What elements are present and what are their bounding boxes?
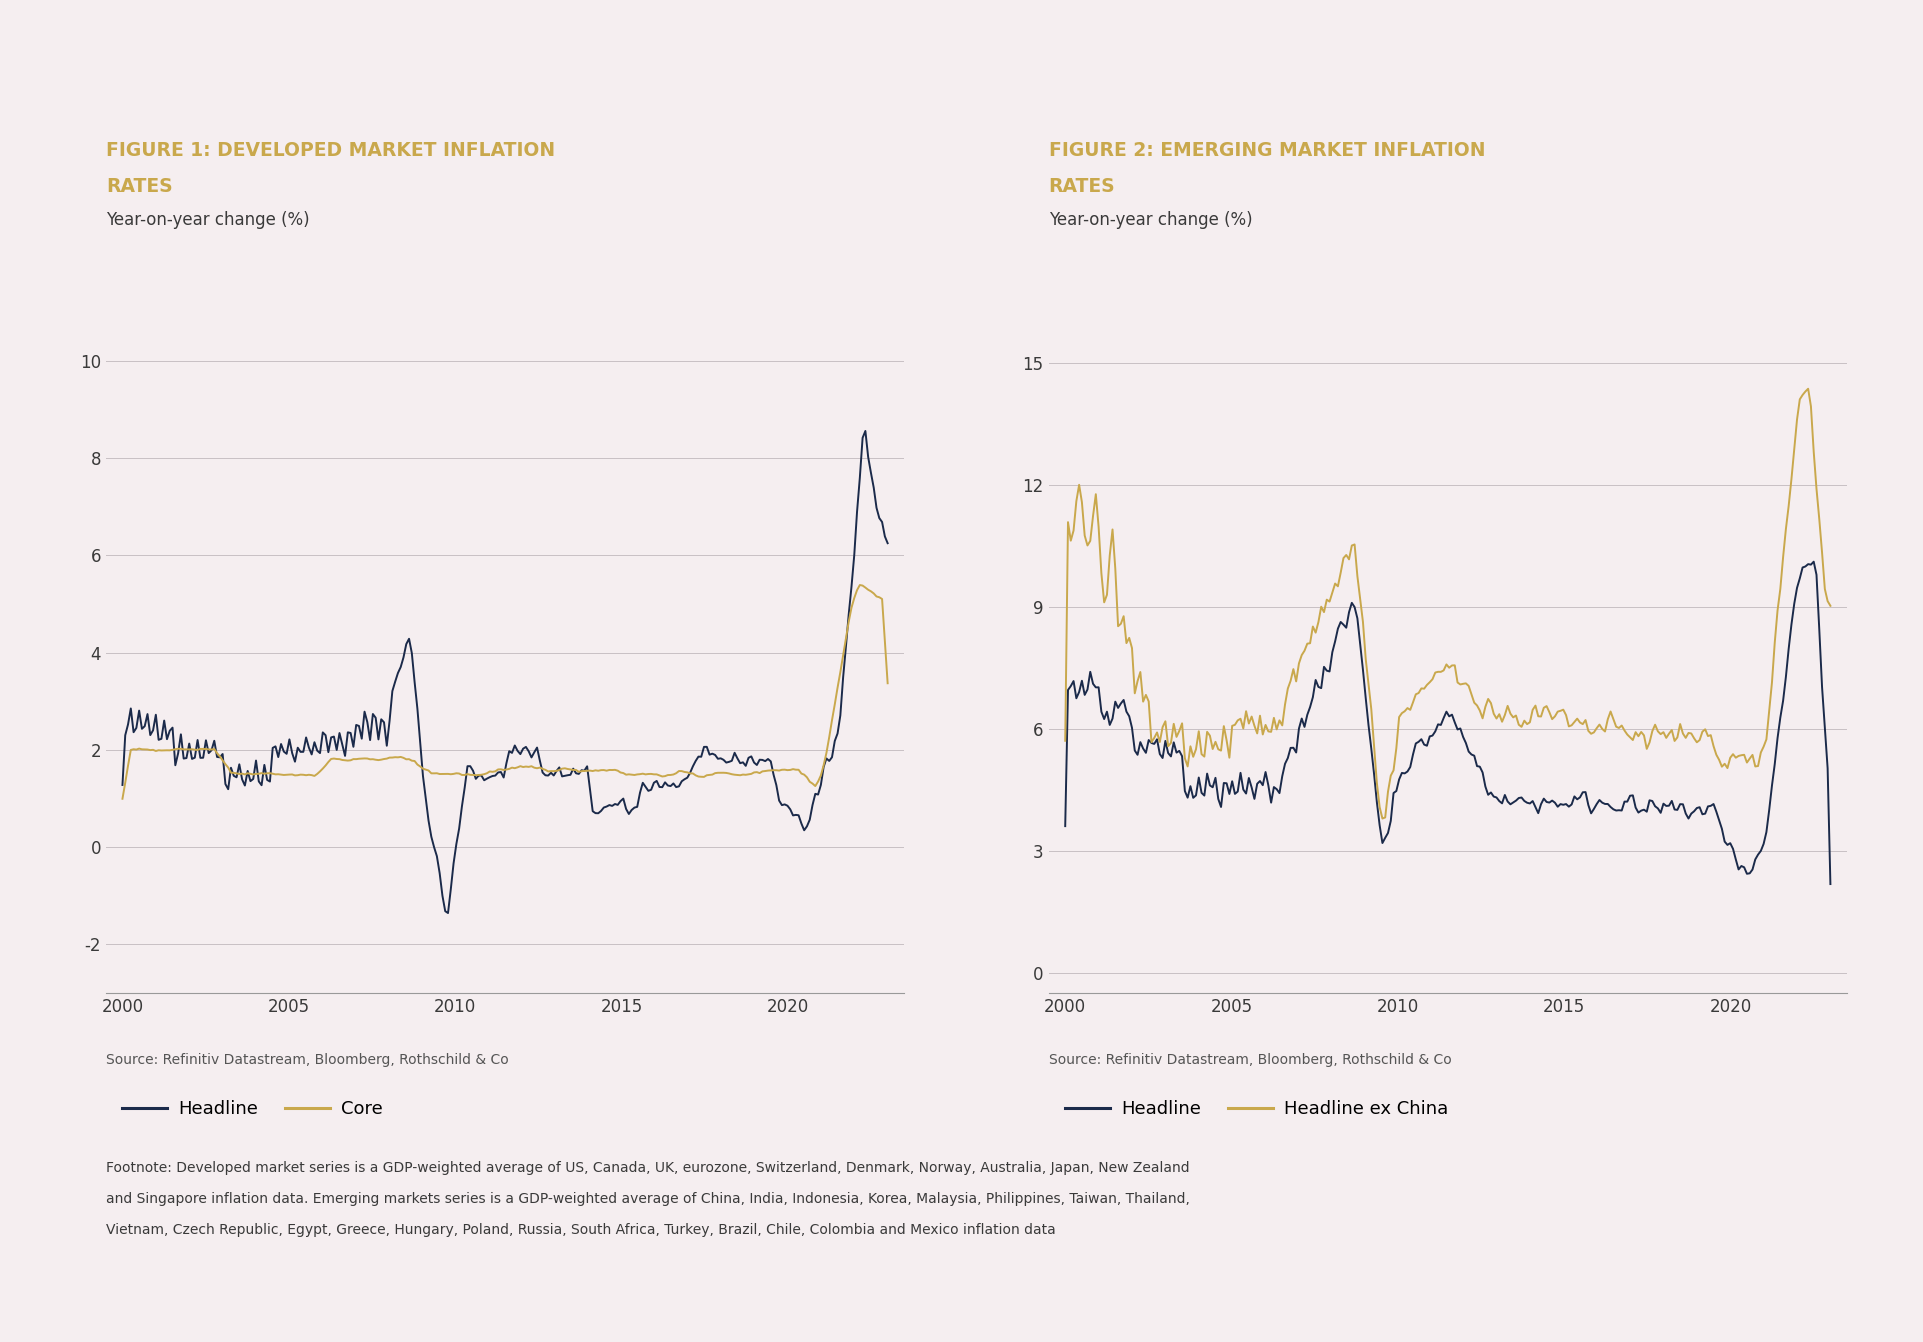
Legend: Headline, Headline ex China: Headline, Headline ex China	[1058, 1092, 1454, 1125]
Text: FIGURE 1: DEVELOPED MARKET INFLATION: FIGURE 1: DEVELOPED MARKET INFLATION	[106, 141, 554, 160]
Text: Year-on-year change (%): Year-on-year change (%)	[106, 211, 310, 228]
Text: Vietnam, Czech Republic, Egypt, Greece, Hungary, Poland, Russia, South Africa, T: Vietnam, Czech Republic, Egypt, Greece, …	[106, 1223, 1056, 1236]
Text: RATES: RATES	[1048, 177, 1115, 196]
Text: RATES: RATES	[106, 177, 173, 196]
Text: Source: Refinitiv Datastream, Bloomberg, Rothschild & Co: Source: Refinitiv Datastream, Bloomberg,…	[1048, 1053, 1450, 1067]
Legend: Headline, Core: Headline, Core	[115, 1092, 390, 1125]
Text: Year-on-year change (%): Year-on-year change (%)	[1048, 211, 1252, 228]
Text: FIGURE 2: EMERGING MARKET INFLATION: FIGURE 2: EMERGING MARKET INFLATION	[1048, 141, 1485, 160]
Text: and Singapore inflation data. Emerging markets series is a GDP-weighted average : and Singapore inflation data. Emerging m…	[106, 1192, 1188, 1205]
Text: Source: Refinitiv Datastream, Bloomberg, Rothschild & Co: Source: Refinitiv Datastream, Bloomberg,…	[106, 1053, 508, 1067]
Text: Footnote: Developed market series is a GDP-weighted average of US, Canada, UK, e: Footnote: Developed market series is a G…	[106, 1161, 1188, 1174]
